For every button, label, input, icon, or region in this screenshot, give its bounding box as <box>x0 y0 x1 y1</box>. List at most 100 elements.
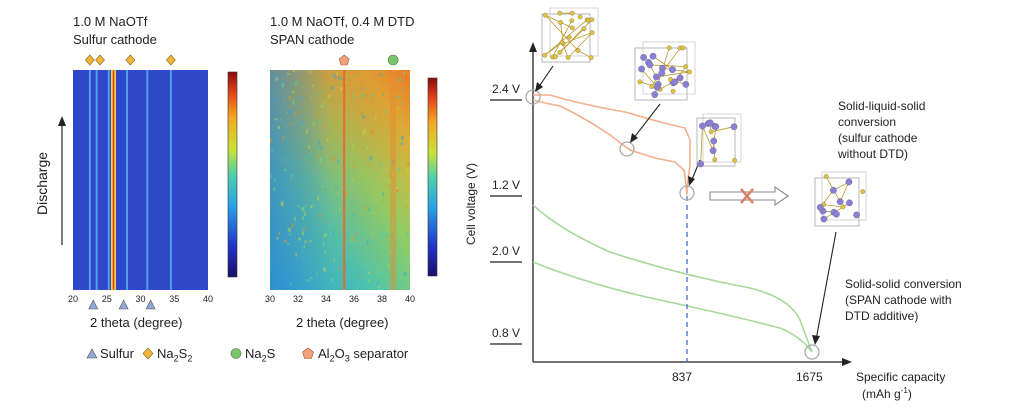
heatmap2-speckle <box>324 250 326 254</box>
atom <box>709 147 717 154</box>
heatmap2-speckle <box>318 112 320 116</box>
heatmap2-speckle <box>332 156 335 162</box>
heatmap2-speckle <box>276 237 279 240</box>
orange-curve-lower <box>532 99 688 196</box>
crystal-structure-sulfur-icon <box>541 7 599 63</box>
heatmap2-tick: 36 <box>349 294 359 304</box>
heatmap2-speckle <box>338 76 341 81</box>
heatmap2-speckle <box>322 102 324 105</box>
heatmap2-speckle <box>392 145 395 148</box>
heatmap2-speckle <box>333 258 335 262</box>
heatmap2-speckle <box>283 239 287 243</box>
atom <box>559 40 565 45</box>
heatmap2-speckle <box>388 185 391 188</box>
atom <box>542 52 548 58</box>
heatmap2-speckle <box>322 243 325 248</box>
atom <box>682 81 690 88</box>
heatmap2-speckle <box>301 119 304 124</box>
heatmap2-tick: 40 <box>405 294 415 304</box>
heatmap2-speckle <box>306 129 308 134</box>
heatmap2-speckle <box>324 233 327 237</box>
heatmap2-speckle <box>372 184 375 189</box>
heatmap2-speckle <box>337 159 340 164</box>
heatmap2-speckle <box>282 80 285 84</box>
crystal-structure-na2s2-icon <box>634 41 696 101</box>
heatmap2-speckle <box>336 247 338 250</box>
atom <box>687 69 692 75</box>
heatmap2-speckle <box>357 111 361 114</box>
bond <box>552 20 573 58</box>
heatmap2-speckle <box>284 168 287 171</box>
heatmap2-speckle <box>341 118 344 123</box>
bond <box>662 67 690 73</box>
heatmap2-speckle <box>351 237 354 242</box>
legend-na2s-symbol <box>230 348 242 359</box>
heatmap2-speckle <box>295 81 298 84</box>
atom <box>653 83 661 91</box>
heatmap2-speckle <box>311 176 314 179</box>
atom <box>671 78 679 86</box>
atom <box>836 198 844 205</box>
heatmap2-speckle <box>405 205 407 208</box>
heatmap2-speckle <box>406 163 410 167</box>
heatmap2-speckle <box>328 205 330 209</box>
heatmap2-speckle <box>396 188 400 193</box>
heatmap2-speckle <box>379 230 381 234</box>
atom <box>566 34 572 40</box>
heatmap2-speckle <box>334 149 337 152</box>
bond <box>823 204 844 208</box>
heatmap2-speckle <box>280 201 284 206</box>
atom <box>860 189 866 194</box>
heatmap2-speckle <box>354 95 356 99</box>
atom <box>730 123 738 131</box>
x-axis-label-line2: (mAh g-1) <box>862 386 912 401</box>
tick-2.0V: 2.0 V <box>492 244 521 258</box>
orange-curve-upper <box>533 94 691 194</box>
voltage-panel <box>490 7 867 366</box>
tick-1.2V: 1.2 V <box>492 178 521 192</box>
heatmap2-speckle <box>400 89 402 92</box>
heatmap1-title-line1: 1.0 M NaOTf <box>73 14 148 29</box>
heatmap2-speckle <box>302 189 304 192</box>
heatmap2-speckle <box>331 73 333 76</box>
heatmap2-speckle <box>327 137 331 141</box>
heatmap2-speckle <box>400 141 404 146</box>
heatmap2-speckle <box>397 106 399 110</box>
blocked-arrow <box>709 185 789 207</box>
heatmap1-tick: 20 <box>68 294 78 304</box>
atom <box>577 14 583 20</box>
heatmap2-speckle <box>393 193 395 196</box>
heatmap2-speckle <box>320 105 324 109</box>
heatmap2-speckle <box>290 178 292 181</box>
atom <box>732 157 737 163</box>
atom <box>706 119 714 127</box>
heatmap2-speckle <box>387 233 390 238</box>
legend-sulfur-symbol <box>86 348 98 359</box>
heatmap2-speckle <box>392 160 395 165</box>
heatmap2-speckle <box>368 207 370 212</box>
atom <box>712 123 720 130</box>
legend-al2o3-symbol <box>302 347 314 359</box>
heatmap2-speckle <box>305 205 307 207</box>
atom <box>708 129 714 135</box>
heatmap2-speckle <box>390 106 392 111</box>
heatmap1-area <box>73 70 208 290</box>
marker-circle-837 <box>679 185 695 201</box>
heatmap2-speckle <box>288 227 291 233</box>
pointer-arrow-4 <box>815 231 837 341</box>
heatmap2-speckle <box>379 73 383 77</box>
atom <box>637 79 643 85</box>
heatmap2-speckle <box>369 156 373 161</box>
heatmap1-xlabel: 2 theta (degree) <box>90 315 183 330</box>
heatmap2-speckle <box>289 233 291 236</box>
crystal-structure-span-product-icon <box>814 171 867 227</box>
heatmap2-speckle <box>361 270 363 273</box>
heatmap2-speckle <box>403 71 406 75</box>
heatmap2-speckle <box>312 204 314 208</box>
heatmap2-speckle <box>377 270 379 275</box>
colorbar1 <box>227 71 238 278</box>
heatmap2-speckle <box>348 110 350 113</box>
heatmap2-tick: 30 <box>265 294 275 304</box>
heatmap2-speckle <box>274 118 278 121</box>
atom <box>649 52 657 60</box>
